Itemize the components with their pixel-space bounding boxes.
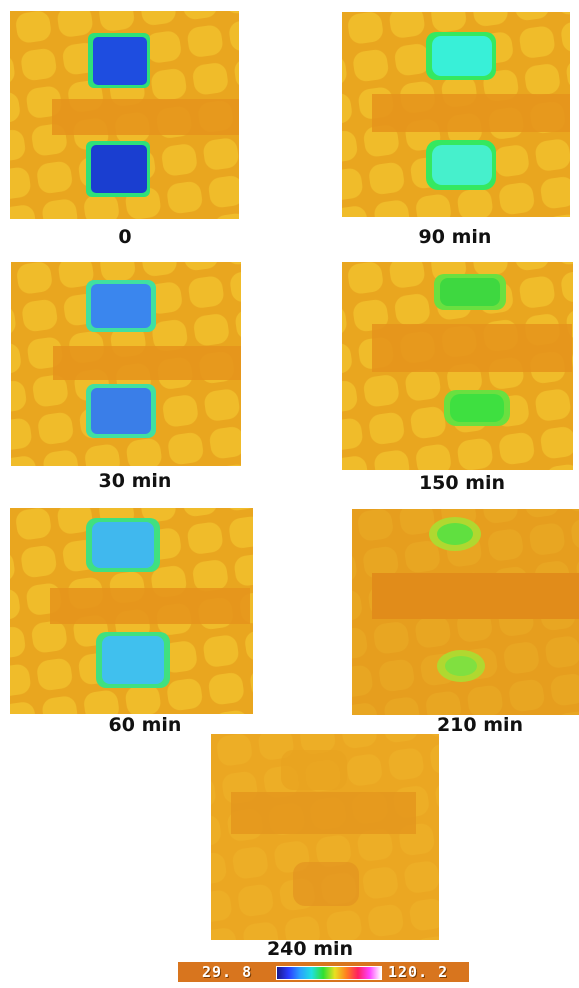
- thermal-image-0: [10, 11, 239, 219]
- temperature-scale: 29. 8 120. 2: [178, 962, 469, 982]
- caption-150min: 150 min: [418, 472, 506, 494]
- caption-210min: 210 min: [436, 714, 524, 736]
- thermal-image-90min: [342, 12, 570, 217]
- scale-min-label: 29. 8: [202, 963, 253, 981]
- thermal-image-210min: [352, 509, 579, 715]
- caption-30min: 30 min: [98, 470, 172, 492]
- thermal-image-240min: [211, 734, 439, 940]
- scale-gradient: [276, 966, 382, 980]
- caption-90min: 90 min: [418, 226, 492, 248]
- thermal-image-150min: [342, 262, 573, 470]
- thermal-image-30min: [11, 262, 241, 466]
- thermal-image-60min: [10, 508, 253, 714]
- caption-60min: 60 min: [108, 714, 182, 736]
- scale-max-label: 120. 2: [388, 963, 449, 981]
- caption-240min: 240 min: [266, 938, 354, 960]
- caption-0: 0: [118, 226, 132, 248]
